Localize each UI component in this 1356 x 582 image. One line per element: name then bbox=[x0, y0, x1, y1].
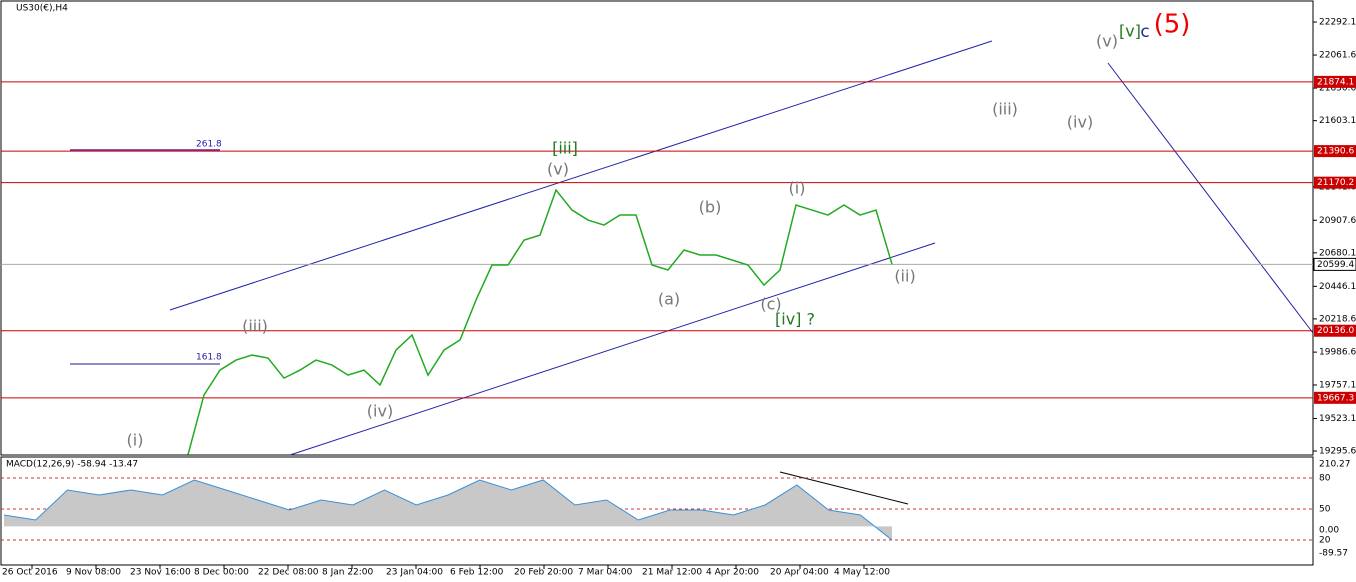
level-tag bbox=[1314, 176, 1356, 189]
current-price-label: 20599.4 bbox=[1317, 260, 1354, 270]
x-tick-label: 6 Feb 12:00 bbox=[450, 568, 504, 578]
x-tick-label: 8 Jan 22:00 bbox=[322, 568, 374, 578]
macd-line bbox=[3, 479, 893, 541]
macd-axis-label: -89.57 bbox=[1319, 549, 1348, 559]
y-tick-label: 19757.1 bbox=[1319, 380, 1356, 390]
y-tick-label: 19295.6 bbox=[1319, 447, 1356, 457]
wave-label: (5) bbox=[1154, 10, 1191, 40]
x-tick-label: 21 Mar 12:00 bbox=[642, 568, 702, 578]
wave-label: [v] bbox=[1119, 22, 1141, 41]
wave-label: (v) bbox=[1096, 32, 1118, 51]
y-tick-label: 20680.1 bbox=[1319, 248, 1356, 258]
wave-label: (iii) bbox=[992, 100, 1018, 119]
x-tick-label: 22 Dec 08:00 bbox=[258, 568, 319, 578]
y-tick-label: 21830.6 bbox=[1319, 84, 1356, 94]
x-tick-label: 8 Dec 00:00 bbox=[194, 568, 249, 578]
y-tick-label: 20907.6 bbox=[1319, 216, 1356, 226]
level-tag bbox=[1314, 391, 1356, 404]
channel-line bbox=[169, 40, 993, 311]
trend-line bbox=[1107, 62, 1314, 334]
chart-title: US30(€),H4 bbox=[16, 4, 68, 14]
level-label: 20136.0 bbox=[1317, 326, 1354, 336]
macd-axis-label: 210.27 bbox=[1319, 460, 1351, 470]
wave-label: (c) bbox=[760, 295, 781, 314]
wave-label: [iii] bbox=[552, 139, 578, 158]
y-tick-label: 20446.1 bbox=[1319, 282, 1356, 292]
y-tick-label: 22292.1 bbox=[1319, 18, 1356, 28]
x-tick-label: 20 Feb 20:00 bbox=[514, 568, 573, 578]
y-tick-label: 22061.6 bbox=[1319, 51, 1356, 61]
wave-label: (i) bbox=[789, 179, 806, 198]
x-tick-label: 4 May 12:00 bbox=[834, 568, 890, 578]
level-tag bbox=[1314, 324, 1356, 337]
fib-label: 261.8 bbox=[196, 140, 222, 150]
macd-title: MACD(12,26,9) -58.94 -13.47 bbox=[6, 460, 138, 470]
wave-label: (iii) bbox=[242, 317, 268, 336]
x-tick-label: 9 Nov 08:00 bbox=[66, 568, 121, 578]
main-panel bbox=[0, 0, 1314, 456]
wave-label: (iv) bbox=[367, 402, 393, 421]
y-tick-label: 19523.1 bbox=[1319, 414, 1356, 424]
x-tick-label: 7 Mar 04:00 bbox=[578, 568, 633, 578]
macd-axis-label: 20 bbox=[1319, 536, 1331, 546]
fib-label: 161.8 bbox=[196, 353, 222, 363]
price-line bbox=[187, 188, 893, 455]
x-tick-label: 20 Apr 04:00 bbox=[770, 568, 829, 578]
wave-label: c bbox=[1140, 22, 1149, 42]
level-label: 21874.1 bbox=[1317, 77, 1354, 87]
wave-label: [iv] ? bbox=[775, 310, 815, 329]
x-tick-label: 23 Nov 16:00 bbox=[130, 568, 191, 578]
wave-label: (i) bbox=[127, 431, 144, 450]
x-tick-label: 23 Jan 04:00 bbox=[386, 568, 443, 578]
level-tag bbox=[1314, 75, 1356, 88]
wave-label: (v) bbox=[547, 160, 569, 179]
y-tick-label: 21603.1 bbox=[1319, 116, 1356, 126]
y-tick-label: 20218.6 bbox=[1319, 314, 1356, 324]
channel-line bbox=[289, 242, 936, 456]
x-tick-label: 26 Oct 2016 bbox=[2, 568, 58, 578]
level-label: 21170.2 bbox=[1317, 178, 1354, 188]
wave-label: (a) bbox=[658, 290, 680, 309]
level-tag bbox=[1314, 145, 1356, 158]
wave-label: (ii) bbox=[894, 267, 915, 286]
wave-label: (iv) bbox=[1067, 113, 1093, 132]
price-tag bbox=[1313, 257, 1356, 271]
macd-axis-label: 80 bbox=[1319, 474, 1331, 484]
y-tick-label: 19986.6 bbox=[1319, 348, 1356, 358]
macd-area bbox=[4, 479, 892, 541]
level-label: 21390.6 bbox=[1317, 147, 1354, 157]
level-label: 19667.3 bbox=[1317, 393, 1354, 403]
wave-label: (b) bbox=[699, 198, 722, 217]
x-tick-label: 4 Apr 20:00 bbox=[706, 568, 759, 578]
macd-trend-line bbox=[779, 471, 909, 505]
macd-axis-label: 50 bbox=[1319, 505, 1331, 515]
macd-axis-label: 0.00 bbox=[1319, 526, 1339, 536]
